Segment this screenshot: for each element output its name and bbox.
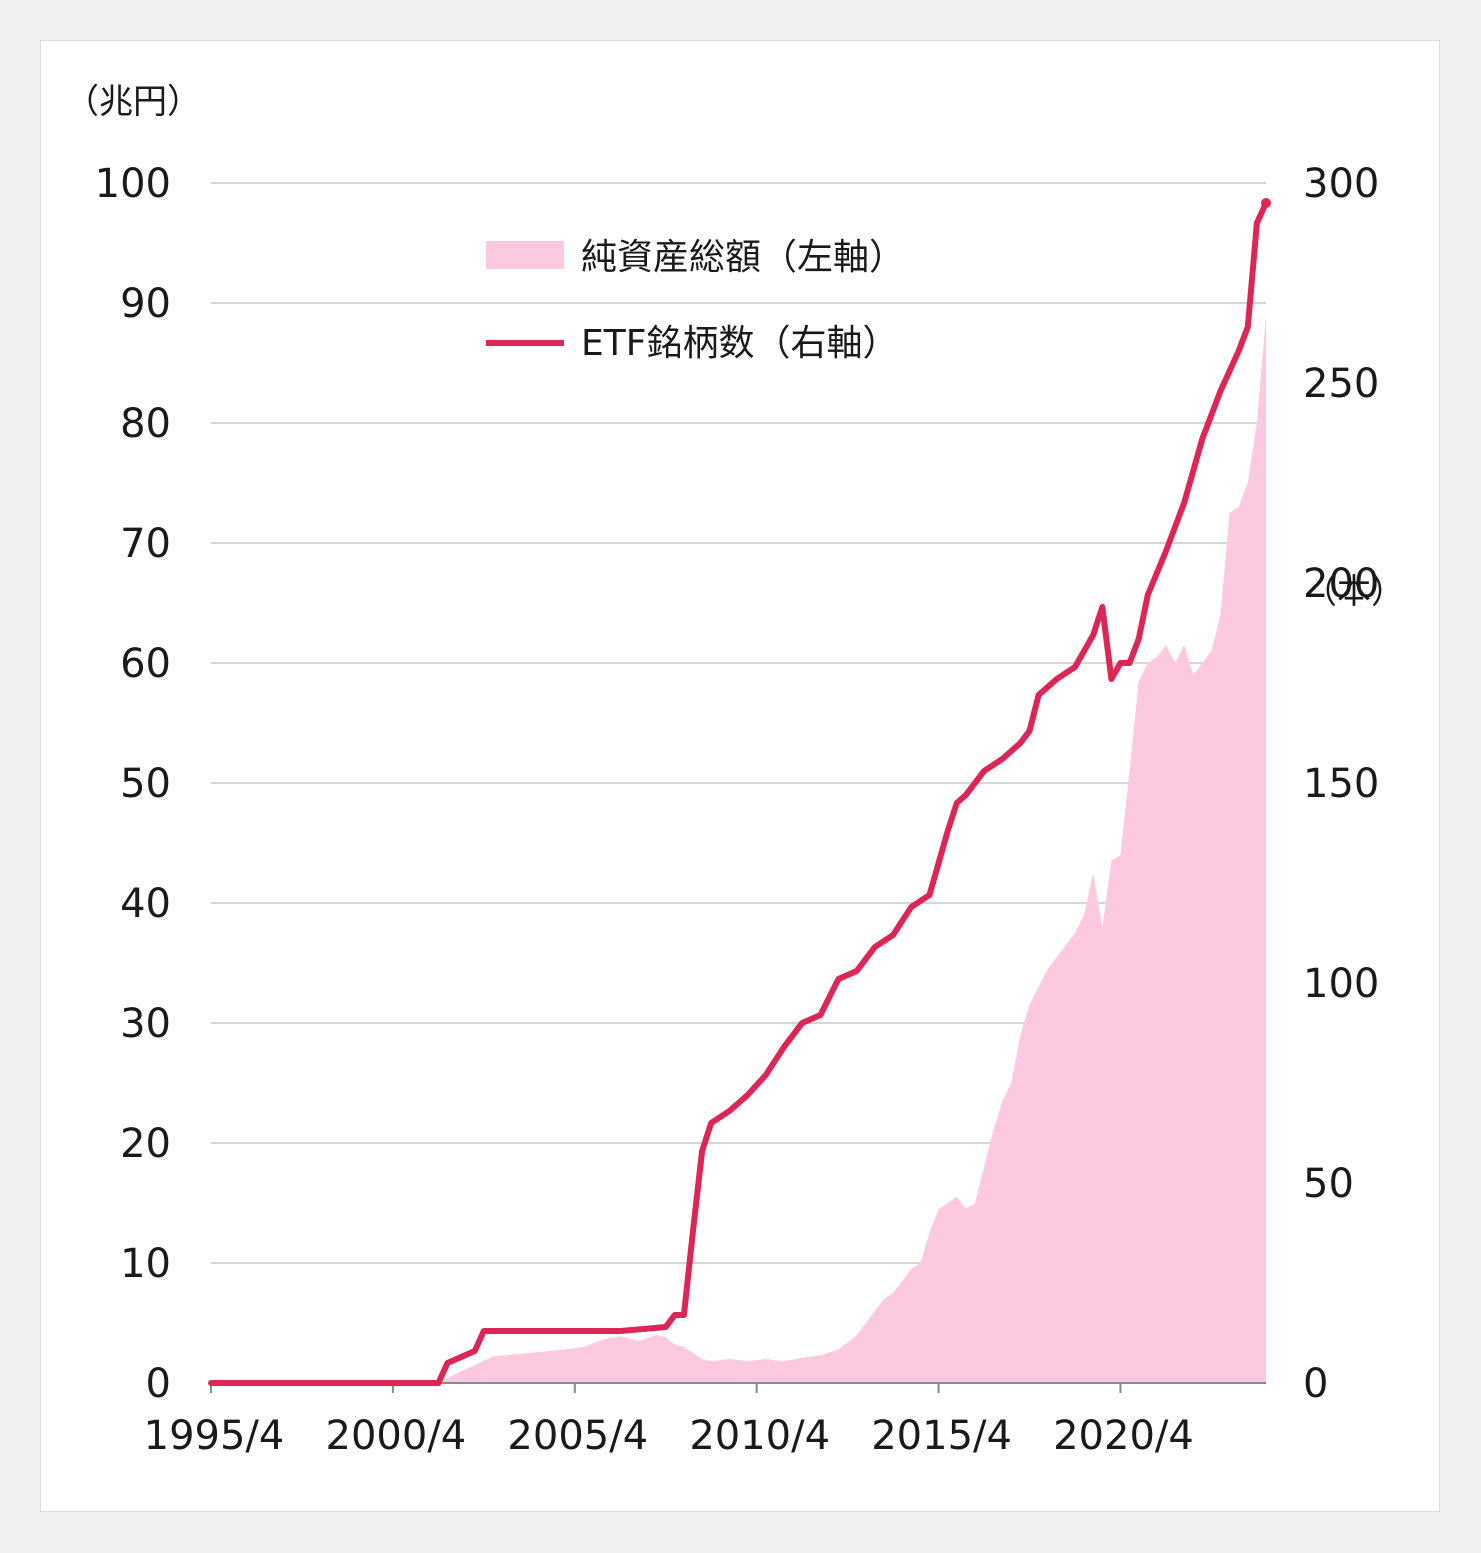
x-tick-label: 2015/4	[871, 1413, 1012, 1459]
etf-chart: 0 10 20 30 40 50 60 70 80 90 100 0 50 100 150 200 250 30…	[65, 82, 1405, 1459]
line-end-point	[1261, 198, 1271, 208]
left-tick-label: 30	[120, 1001, 171, 1047]
left-tick-label: 40	[120, 881, 171, 927]
left-tick-label: 90	[120, 281, 171, 327]
right-tick-label: 200	[1303, 561, 1379, 607]
right-axis-ticks: 0 50 100 150 200 250 300	[1303, 161, 1379, 1407]
x-tick-label: 1995/4	[144, 1413, 285, 1459]
line-etf-count	[208, 200, 1269, 1386]
right-axis-unit-label: （本）	[1303, 572, 1405, 612]
left-tick-label: 60	[120, 641, 171, 687]
left-tick-label: 70	[120, 521, 171, 567]
x-tick-label: 2020/4	[1053, 1413, 1194, 1459]
legend-swatch-area	[486, 241, 564, 269]
area-series-layer	[211, 315, 1266, 1383]
gridlines	[211, 182, 1266, 1264]
left-tick-label: 50	[120, 761, 171, 807]
right-tick-label: 300	[1303, 161, 1379, 207]
line-series-layer	[208, 198, 1271, 1386]
left-axis-ticks: 0 10 20 30 40 50 60 70 80 90 100	[95, 161, 171, 1407]
right-tick-label: 100	[1303, 961, 1379, 1007]
legend-label-net-assets: 純資産総額（左軸）	[581, 237, 905, 278]
legend: 純資産総額（左軸） ETF銘柄数（右軸）	[486, 237, 905, 364]
left-tick-label: 0	[146, 1361, 171, 1407]
right-tick-label: 250	[1303, 361, 1379, 407]
legend-label-etf-count: ETF銘柄数（右軸）	[581, 323, 898, 364]
x-tick-label: 2010/4	[689, 1413, 830, 1459]
x-tick-label: 2005/4	[507, 1413, 648, 1459]
left-axis-unit-label: （兆円）	[65, 82, 201, 122]
right-tick-label: 150	[1303, 761, 1379, 807]
left-tick-label: 10	[120, 1241, 171, 1287]
chart-frame: 0 10 20 30 40 50 60 70 80 90 100 0 50 100 150 200 250 30…	[40, 40, 1440, 1512]
area-net-assets	[211, 315, 1266, 1383]
right-tick-label: 0	[1303, 1361, 1328, 1407]
right-tick-label: 50	[1303, 1161, 1354, 1207]
left-tick-label: 20	[120, 1121, 171, 1167]
left-tick-label: 80	[120, 401, 171, 447]
left-tick-label: 100	[95, 161, 171, 207]
x-tick-label: 2000/4	[326, 1413, 467, 1459]
x-axis-ticks: 1995/4 2000/4 2005/4 2010/4 2015/4 2020/4	[144, 1413, 1194, 1459]
